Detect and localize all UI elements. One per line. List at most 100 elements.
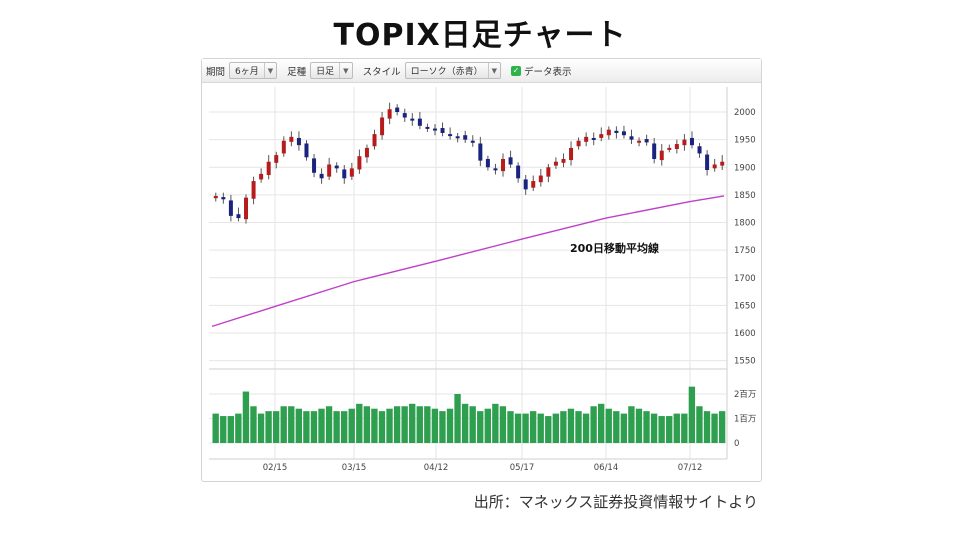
candle-down bbox=[342, 169, 347, 179]
candle-up bbox=[349, 168, 354, 177]
candle-up bbox=[667, 147, 672, 150]
candle-up bbox=[637, 140, 642, 143]
price-tick-label: 1950 bbox=[734, 136, 756, 146]
date-tick-label: 06/14 bbox=[594, 463, 619, 473]
volume-bar bbox=[650, 413, 658, 443]
volume-bar bbox=[348, 408, 355, 443]
volume-bar bbox=[257, 413, 265, 443]
candle-down bbox=[591, 137, 596, 140]
candle-up bbox=[274, 155, 279, 163]
chart-toolbar: 期間 6ヶ月 ▼ 足種 日足 ▼ スタイル ローソク（赤青） ▼ ✓ データ表示 bbox=[202, 59, 761, 83]
volume-bar bbox=[514, 413, 522, 443]
candle-down bbox=[614, 130, 619, 133]
volume-bar bbox=[363, 406, 371, 443]
candles bbox=[213, 102, 725, 224]
volume-bar bbox=[492, 403, 499, 443]
candle-down bbox=[440, 128, 445, 133]
candle-up bbox=[259, 173, 264, 180]
date-tick-label: 03/15 bbox=[342, 463, 367, 473]
volume-bar bbox=[386, 408, 393, 443]
candle-down bbox=[478, 143, 483, 161]
price-grid bbox=[209, 87, 728, 460]
candle-up bbox=[281, 140, 286, 154]
candle-up bbox=[720, 161, 725, 166]
candle-down bbox=[629, 136, 634, 140]
candle-down bbox=[485, 158, 490, 168]
candle-up bbox=[531, 181, 536, 188]
candle-down bbox=[455, 136, 460, 139]
volume-bar bbox=[280, 406, 287, 443]
candle-up bbox=[387, 109, 392, 119]
date-labels: 02/15 03/15 04/12 05/17 06/14 07/12 bbox=[263, 463, 703, 473]
candle-up bbox=[576, 140, 581, 147]
candle-up bbox=[712, 164, 717, 169]
interval-select-value: 日足 bbox=[316, 67, 335, 77]
volume-bar bbox=[605, 408, 612, 443]
volume-bar bbox=[242, 391, 250, 443]
volume-bar bbox=[718, 411, 726, 443]
volume-bar bbox=[265, 411, 272, 443]
volume-bar bbox=[356, 403, 363, 443]
volume-bar bbox=[582, 413, 590, 443]
candle-down bbox=[334, 165, 339, 169]
volume-bar bbox=[416, 406, 423, 443]
show-data-checkbox[interactable]: ✓ bbox=[510, 65, 521, 76]
date-tick-label: 07/12 bbox=[678, 463, 703, 473]
date-tick-label: 05/17 bbox=[510, 463, 535, 473]
volume-bar bbox=[643, 411, 650, 443]
interval-label: 足種 bbox=[287, 66, 307, 78]
date-tick-label: 02/15 bbox=[263, 463, 288, 473]
volume-bar bbox=[461, 403, 469, 443]
candle-up bbox=[569, 147, 574, 161]
interval-select[interactable]: 日足 ▼ bbox=[310, 62, 353, 79]
candle-down bbox=[644, 139, 649, 143]
volume-bar bbox=[673, 413, 680, 443]
volume-bar bbox=[590, 406, 597, 443]
price-tick-label: 1700 bbox=[734, 274, 756, 284]
candle-down bbox=[395, 107, 400, 112]
candle-down bbox=[621, 131, 626, 136]
volume-bar bbox=[499, 406, 507, 443]
volume-bar bbox=[711, 413, 718, 443]
candle-down bbox=[312, 158, 317, 173]
candle-down bbox=[697, 146, 702, 154]
price-tick-label: 1550 bbox=[734, 357, 756, 367]
candle-up bbox=[599, 134, 604, 138]
date-tick-label: 04/12 bbox=[424, 463, 449, 473]
candle-up bbox=[682, 139, 687, 146]
volume-bar bbox=[567, 408, 575, 443]
volume-bar bbox=[235, 413, 242, 443]
volume-bar bbox=[250, 406, 257, 443]
chevron-down-icon: ▼ bbox=[263, 63, 276, 78]
period-select[interactable]: 6ヶ月 ▼ bbox=[229, 62, 278, 79]
candle-down bbox=[652, 143, 657, 159]
volume-bar bbox=[439, 411, 446, 443]
source-note: 出所：マネックス証券投資情報サイトより bbox=[473, 493, 758, 511]
candle-up bbox=[327, 164, 332, 177]
volume-bar bbox=[341, 411, 348, 443]
price-tick-label: 2000 bbox=[734, 108, 756, 118]
period-select-value: 6ヶ月 bbox=[235, 67, 259, 77]
style-select[interactable]: ローソク（赤青） ▼ bbox=[404, 62, 501, 79]
volume-bars bbox=[212, 386, 726, 443]
price-tick-label: 1650 bbox=[734, 301, 756, 311]
candle-up bbox=[553, 161, 558, 166]
volume-bar bbox=[431, 408, 439, 443]
candle-down bbox=[523, 179, 528, 190]
period-label: 期間 bbox=[206, 66, 226, 78]
candle-down bbox=[448, 134, 453, 137]
candle-up bbox=[606, 129, 611, 136]
candle-up bbox=[561, 158, 566, 163]
candle-down bbox=[296, 137, 301, 146]
volume-labels: 0 1百万 2百万 bbox=[734, 390, 756, 449]
candle-down bbox=[221, 197, 226, 200]
volume-bar bbox=[484, 408, 491, 443]
candle-up bbox=[213, 195, 218, 199]
volume-bar bbox=[696, 406, 703, 443]
candle-down bbox=[402, 113, 407, 118]
candle-down bbox=[236, 214, 241, 219]
volume-bar bbox=[227, 416, 234, 443]
volume-bar bbox=[628, 406, 635, 443]
candle-down bbox=[432, 128, 437, 131]
volume-bar bbox=[666, 416, 673, 443]
